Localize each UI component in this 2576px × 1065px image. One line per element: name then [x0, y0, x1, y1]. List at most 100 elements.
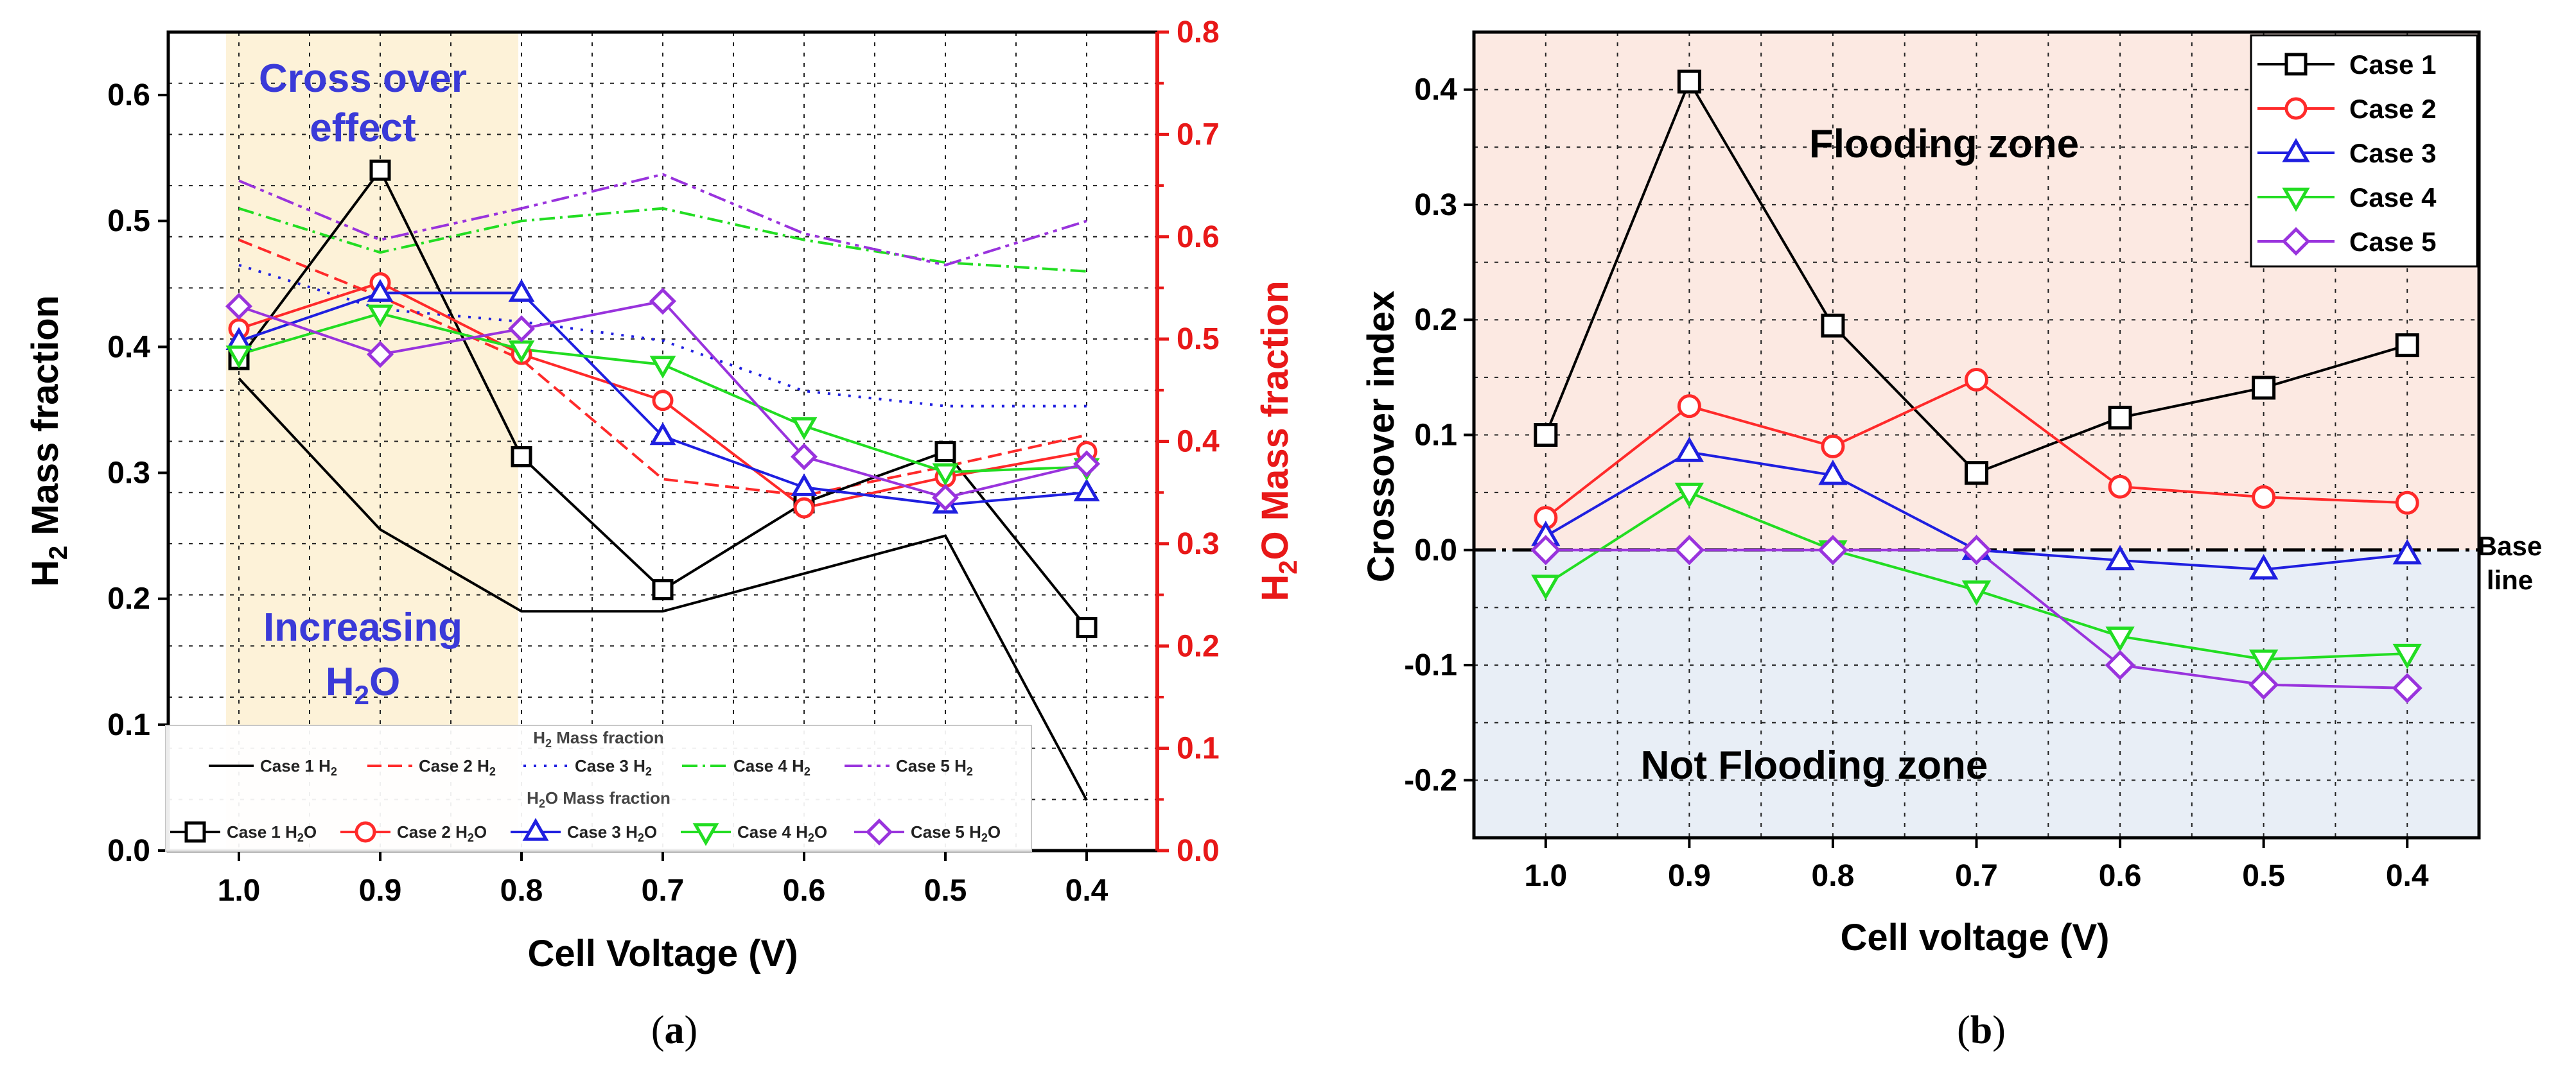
crossover-point-case-5: [2105, 650, 2135, 680]
crossover-point-case-5: [1530, 535, 1561, 566]
legend-h2o-label-1: Case 1 H2O: [227, 822, 317, 844]
ann-h: H: [326, 660, 355, 704]
x-tick-label-b: 0.6: [2099, 859, 2142, 893]
y-tick-label-right-a: 0.2: [1177, 629, 1220, 663]
crossover-point-case-3: [1674, 437, 1704, 462]
legend-h2-label-3: Case 3 H2: [575, 756, 652, 778]
crossover-point-case-4: [1674, 482, 1704, 508]
h2-line-case-4: [238, 207, 1087, 273]
h2o-point-case-4: [791, 417, 818, 440]
legend-b-label-4: Case 4: [2349, 182, 2437, 212]
crossover-point-case-1: [2252, 376, 2276, 400]
y-tick-label-right-a: 0.6: [1177, 220, 1220, 254]
series-b: [1530, 69, 2423, 704]
crossover-point-case-2: [1821, 434, 1845, 458]
h2o-point-case-1: [934, 440, 956, 462]
y-tick-label-right-a: 0.0: [1177, 834, 1220, 868]
h2o-point-case-3: [367, 279, 394, 302]
y-tick-label-b: 0.1: [1414, 419, 1457, 453]
x-tick-label-a: 1.0: [218, 874, 261, 908]
legend-h2o-marker-4: [692, 823, 719, 846]
crossover-point-case-5: [2392, 673, 2423, 704]
legend-b-label-2: Case 2: [2349, 94, 2436, 124]
h2o-point-case-4: [367, 304, 394, 328]
legend-h2-label-1: Case 1 H2: [260, 756, 337, 778]
crossover-point-case-3: [2105, 544, 2135, 571]
h2o-point-case-2: [793, 497, 815, 519]
legend-h2-label-4: Case 4 H2: [733, 756, 810, 778]
x-tick-label-b: 0.8: [1812, 859, 1855, 893]
crossover-point-case-5: [1674, 535, 1704, 566]
ann-sub: 2: [355, 680, 369, 710]
y-tick-label-right-a: 0.8: [1177, 15, 1220, 49]
legend-entries-a: Case 1 H2 Case 2 H2 Case 3 H2 Case 4 H2 Case…: [170, 756, 1001, 846]
y-tick-label-right-a: 0.4: [1177, 425, 1220, 459]
y-tick-label-b: -0.1: [1404, 648, 1457, 682]
x-tick-label-b: 0.4: [2386, 859, 2429, 893]
x-tick-label-a: 0.4: [1065, 874, 1108, 908]
legend-b-marker-4: [2282, 187, 2310, 212]
crossover-point-case-3: [2392, 539, 2422, 565]
chart-a: 1.0 0.9 0.8 0.7 0.6 0.5 0.4 0.0 0.1 0.2 0.3 0.4 0.5 0…: [24, 15, 1302, 1052]
y-tick-label-left-a: 0.2: [107, 582, 150, 616]
ylabel-b: Crossover index: [1360, 291, 1402, 583]
crossover-point-case-5: [1961, 535, 1992, 566]
zone-label-not-flooding: Not Flooding zone: [1641, 743, 1988, 788]
x-tick-label-b: 1.0: [1524, 859, 1567, 893]
y-tick-label-right-a: 0.5: [1177, 322, 1220, 356]
h2o-point-case-4: [932, 463, 959, 487]
h2o-point-case-4: [649, 356, 676, 379]
legend-h2o-label-2: Case 2 H2O: [397, 822, 487, 844]
x-tick-label-b: 0.9: [1668, 859, 1711, 893]
legend-h2o-label-5: Case 5 H2O: [911, 822, 1001, 844]
crossover-point-case-5: [1818, 535, 1848, 566]
x-tick-label-a: 0.9: [359, 874, 402, 908]
y-tick-label-right-a: 0.1: [1177, 732, 1220, 766]
y-tick-label-right-a: 0.3: [1177, 527, 1220, 561]
crossover-point-case-1: [2108, 406, 2132, 430]
h2-line-case-1: [238, 377, 1088, 801]
ylabel-left-a: H2 Mass fraction: [24, 295, 73, 587]
h2o-point-case-1: [369, 159, 391, 181]
crossover-point-case-2: [2252, 485, 2276, 509]
h2o-point-case-5: [649, 288, 677, 315]
h2o-point-case-5: [1073, 450, 1101, 478]
h2o-point-case-5: [507, 315, 536, 343]
y-tick-label-left-a: 0.3: [107, 456, 150, 490]
y-tick-label-left-a: 0.5: [107, 204, 150, 238]
crossover-point-case-1: [1677, 69, 1701, 94]
y-tick-label-b: 0.0: [1414, 533, 1457, 567]
y-tick-label-b: 0.2: [1414, 303, 1457, 337]
x-tick-label-a: 0.5: [924, 874, 967, 908]
legend-h2o-label-3: Case 3 H2O: [567, 822, 657, 844]
crossover-point-case-3: [1818, 460, 1848, 485]
h2o-point-case-3: [791, 473, 818, 496]
legend-b-label-3: Case 3: [2349, 138, 2436, 168]
y-tick-label-right-a: 0.7: [1177, 117, 1220, 152]
y-tick-label-left-a: 0.0: [107, 834, 150, 868]
y-tick-label-left-a: 0.1: [107, 708, 150, 742]
legend-h2o-marker-2: [355, 821, 376, 843]
crossover-point-case-4: [1961, 580, 1992, 606]
h2o-point-case-5: [931, 484, 959, 512]
crossover-point-case-5: [2248, 670, 2279, 700]
ticks-b: 1.0 0.9 0.8 0.7 0.6 0.5 0.4 -0.2 -0.1 0.0 0.1 0.2 0.…: [1404, 73, 2429, 893]
x-tick-label-b: 0.7: [1955, 859, 1998, 893]
crossover-point-case-3: [2248, 554, 2279, 580]
h2o-point-case-3: [649, 422, 676, 446]
crossover-point-case-1: [1965, 461, 1988, 485]
legend-h2o-label-4: Case 4 H2O: [737, 822, 827, 844]
x-tick-label-b: 0.5: [2242, 859, 2285, 893]
x-tick-label-a: 0.7: [642, 874, 685, 908]
legend-b-marker-1: [2284, 53, 2308, 76]
h2-line-case-5: [238, 173, 1087, 266]
legend-h2-label-5: Case 5 H2: [896, 756, 973, 778]
legend-b-marker-5: [2281, 227, 2311, 256]
legend-b-label-5: Case 5: [2349, 227, 2436, 257]
legend-h2o-marker-1: [184, 821, 206, 843]
annotation-cross-over-1: Cross over: [259, 56, 467, 101]
crossover-point-case-1: [2395, 333, 2419, 358]
h2o-point-case-3: [1073, 478, 1100, 501]
annotation-cross-over-2: effect: [310, 106, 416, 150]
chart-b: 1.0 0.9 0.8 0.7 0.6 0.5 0.4 -0.2 -0.1 0.0 0.1 0.2 0.…: [1360, 30, 2542, 1052]
